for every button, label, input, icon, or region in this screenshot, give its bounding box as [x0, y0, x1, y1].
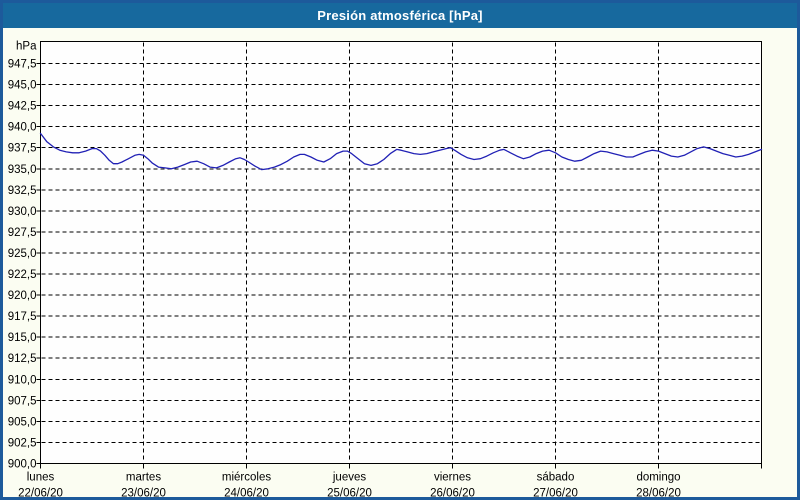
y-axis-label: 920,0 [8, 290, 37, 302]
day-date-label: 24/06/20 [224, 488, 269, 498]
day-date-label: 23/06/20 [121, 488, 166, 498]
day-name-label: lunes [27, 472, 55, 484]
day-name-label: miércoles [222, 472, 271, 484]
y-axis-label: 927,5 [8, 227, 37, 239]
y-axis-label: 907,5 [8, 395, 37, 407]
y-axis-label: 937,5 [8, 143, 37, 155]
pressure-chart: hPa 947,5 945,0 942,5 940,0 937,5 935,0 932,5 93… [8, 41, 763, 498]
y-axis-label: 947,5 [8, 59, 37, 71]
y-axis-unit-label: hPa [16, 41, 37, 53]
y-axis-label: 922,5 [8, 269, 37, 281]
window-titlebar: Presión atmosférica [hPa] [3, 3, 797, 28]
pressure-line [39, 132, 763, 171]
y-axis-label: 945,0 [8, 80, 37, 92]
chart-title: Presión atmosférica [hPa] [317, 8, 483, 23]
y-axis-label: 902,5 [8, 437, 37, 449]
day-date-label: 26/06/20 [430, 488, 475, 498]
y-axis-label: 942,5 [8, 101, 37, 113]
y-axis-label: 917,5 [8, 311, 37, 323]
y-axis-label: 915,0 [8, 332, 37, 344]
y-axis-label: 900,0 [8, 459, 37, 471]
y-axis-label: 925,0 [8, 248, 37, 260]
day-date-label: 27/06/20 [533, 488, 578, 498]
y-axis-label: 932,5 [8, 185, 37, 197]
y-axis-label: 912,5 [8, 353, 37, 365]
y-axis-label: 940,0 [8, 122, 37, 134]
y-axis-label: 905,0 [8, 416, 37, 428]
day-name-label: jueves [332, 472, 366, 484]
day-date-label: 22/06/20 [18, 488, 63, 498]
day-name-label: domingo [636, 472, 680, 484]
day-date-label: 25/06/20 [327, 488, 372, 498]
day-name-label: sábado [537, 472, 575, 484]
y-axis-label: 930,0 [8, 206, 37, 218]
y-axis-label: 910,0 [8, 374, 37, 386]
day-date-label: 28/06/20 [636, 488, 681, 498]
day-name-label: martes [126, 472, 161, 484]
y-axis-label: 935,0 [8, 164, 37, 176]
day-name-label: viernes [434, 472, 471, 484]
